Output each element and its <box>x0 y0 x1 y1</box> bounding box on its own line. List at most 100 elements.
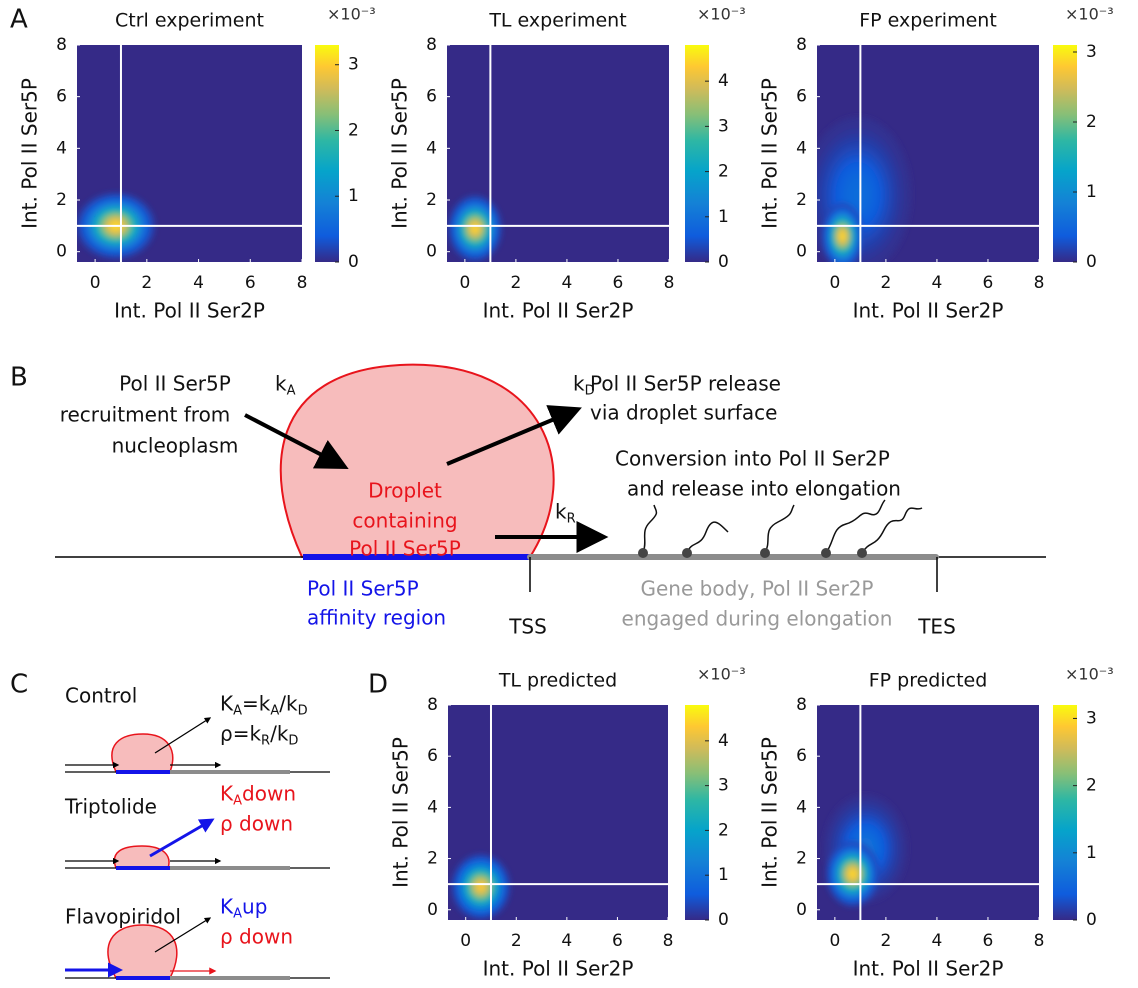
density <box>817 117 911 262</box>
label: Pol II Ser5P <box>307 577 419 601</box>
colorbar-tick-label: 1 <box>718 865 729 885</box>
x-tick-label: 0 <box>459 273 470 293</box>
colorbar-scale: ×10⁻³ <box>327 5 376 24</box>
panel-c <box>65 717 330 980</box>
y-tick-label: 0 <box>426 242 437 262</box>
colorbar <box>315 45 339 262</box>
x-axis-label: Int. Pol II Ser2P <box>114 299 265 323</box>
y-tick-label: 4 <box>796 797 807 817</box>
heatmap <box>817 45 1039 262</box>
flavopiridol-sketch <box>65 917 330 980</box>
formula-sub: R <box>261 734 270 749</box>
droplet <box>279 363 555 558</box>
x-tick-label: 6 <box>983 931 994 951</box>
x-tick-label: 8 <box>1034 931 1045 951</box>
formula-text: k <box>573 372 585 396</box>
x-tick-label: 4 <box>562 273 573 293</box>
panel-label: C <box>10 670 28 700</box>
label: TES <box>917 615 956 639</box>
colorbar-tick-label: 1 <box>1086 843 1097 863</box>
polymerase-dots <box>638 548 867 558</box>
colorbar-tick-label: 1 <box>1086 182 1097 202</box>
x-axis-label: Int. Pol II Ser2P <box>853 957 1004 981</box>
panel-label: B <box>10 363 28 393</box>
x-tick-label: 4 <box>561 931 572 951</box>
arrow <box>446 405 582 466</box>
y-axis-label: Int. Pol II Ser5P <box>758 737 782 888</box>
y-tick-label: 8 <box>426 35 437 55</box>
label: via droplet surface <box>590 401 777 425</box>
x-tick-label: 8 <box>297 273 308 293</box>
formula-text: /k <box>279 692 298 716</box>
chart-title: TL experiment <box>488 10 626 32</box>
formula-sub: D <box>298 704 308 719</box>
colorbar <box>1053 45 1077 262</box>
x-tick-label: 0 <box>829 931 840 951</box>
x-tick-label: 2 <box>880 273 891 293</box>
y-tick-label: 0 <box>796 242 807 262</box>
formula-text: k <box>275 372 287 396</box>
formula-text: ρ down <box>220 925 293 949</box>
formula-text: down <box>242 782 296 806</box>
density-level <box>840 232 845 240</box>
formula-sub: D <box>585 384 595 399</box>
colorbar-tick-label: 4 <box>718 731 729 751</box>
heatmap <box>448 705 668 920</box>
y-tick-label: 2 <box>427 849 438 869</box>
formula-text: /k <box>270 722 289 746</box>
colorbar-tick-label: 4 <box>718 71 729 91</box>
colorbar-tick-label: 0 <box>718 252 729 272</box>
formula-text: ρ=k <box>220 722 261 746</box>
x-tick-label: 8 <box>663 931 674 951</box>
x-tick-label: 0 <box>90 273 101 293</box>
formula-text: =k <box>242 692 271 716</box>
y-tick-label: 8 <box>427 695 438 715</box>
label: affinity region <box>307 606 446 630</box>
formula-text: k <box>555 500 567 524</box>
row-label: Flavopiridol <box>65 905 181 929</box>
y-tick-label: 8 <box>56 35 67 55</box>
y-axis-label: Int. Pol II Ser5P <box>758 78 782 229</box>
chart-title: Ctrl experiment <box>115 10 264 32</box>
colorbar-tick-label: 0 <box>348 252 359 272</box>
colorbar-scale: ×10⁻³ <box>697 5 746 24</box>
formula-text: up <box>242 895 267 919</box>
panel-b: Pol II Ser5P recruitment from nucleoplas… <box>55 363 1046 639</box>
y-tick-label: 2 <box>56 190 67 210</box>
formula-sub: A <box>233 704 242 719</box>
colorbar-tick-label: 3 <box>348 55 359 75</box>
colorbar-scale: ×10⁻³ <box>1065 665 1114 684</box>
polymerases <box>642 499 923 554</box>
formula-sub: A <box>233 794 242 809</box>
panel-label: D <box>368 670 388 700</box>
colorbar <box>685 45 709 262</box>
heatmap <box>447 45 669 262</box>
chart-title: TL predicted <box>498 670 617 692</box>
y-tick-label: 2 <box>796 190 807 210</box>
chart-title: FP experiment <box>859 10 997 32</box>
label: Conversion into Pol II Ser2P <box>615 447 890 471</box>
formula-sub: D <box>288 734 298 749</box>
x-tick-label: 6 <box>613 273 624 293</box>
colorbar-tick-label: 3 <box>718 776 729 796</box>
colorbar-tick-label: 1 <box>348 186 359 206</box>
x-tick-label: 2 <box>510 273 521 293</box>
y-tick-label: 6 <box>426 87 437 107</box>
x-axis-label: Int. Pol II Ser2P <box>483 299 634 323</box>
label: engaged during elongation <box>622 607 893 631</box>
arrow <box>244 413 349 469</box>
label: recruitment from <box>60 403 231 427</box>
x-tick-label: 2 <box>141 273 152 293</box>
y-axis-label: Int. Pol II Ser5P <box>388 78 412 229</box>
colorbar-tick-label: 0 <box>1086 252 1097 272</box>
formula-sub: R <box>567 512 576 527</box>
colorbar-tick-label: 2 <box>1086 776 1097 796</box>
density <box>448 195 502 262</box>
formula-text: K <box>220 895 234 919</box>
row-label: Triptolide <box>64 795 157 819</box>
label: Pol II Ser5P release <box>590 372 781 396</box>
x-tick-label: 2 <box>880 931 891 951</box>
label: and release into elongation <box>627 477 901 501</box>
colorbar-tick-label: 3 <box>718 116 729 136</box>
